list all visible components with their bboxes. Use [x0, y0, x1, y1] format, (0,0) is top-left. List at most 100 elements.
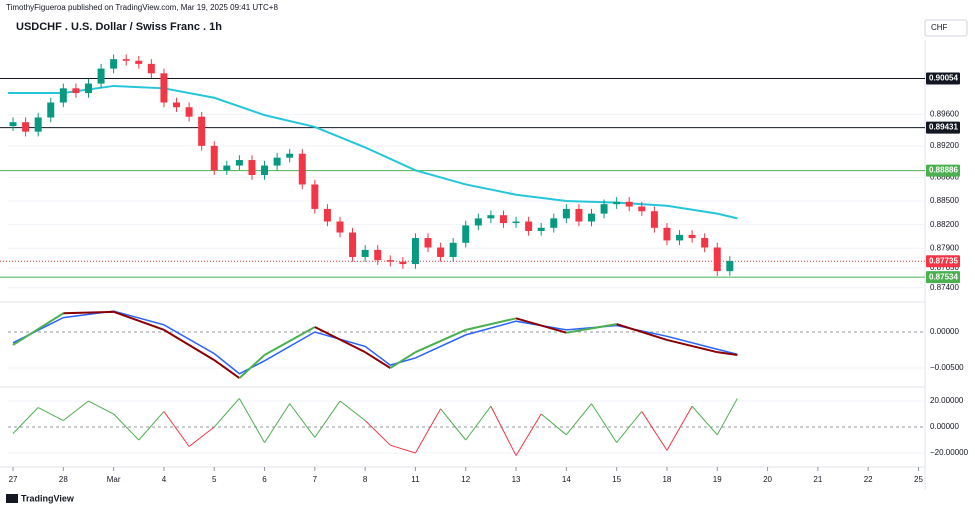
x-tick-label: 20 [763, 475, 772, 484]
level-label: 0.89431 [929, 123, 958, 132]
candle-body [110, 59, 118, 69]
y-tick-label: 0.89600 [930, 109, 959, 118]
candle-body [235, 160, 243, 166]
candle-body [135, 60, 143, 64]
candle-body [97, 68, 105, 84]
candle-body [147, 63, 155, 74]
x-tick-label: 28 [59, 475, 68, 484]
candle-body [424, 238, 432, 248]
level-box [926, 255, 960, 268]
candle-body [676, 234, 684, 241]
x-tick-label: 22 [864, 475, 873, 484]
candle-body [399, 261, 407, 265]
candle-body [562, 208, 570, 219]
level-label: 0.88886 [929, 166, 958, 175]
candle-body [223, 165, 231, 171]
oscillator-line [188, 426, 215, 447]
x-tick-label: 19 [713, 475, 722, 484]
publisher: TimothyFigueroa published on TradingView… [6, 3, 278, 12]
candle-body [160, 73, 168, 103]
x-tick-label: 15 [612, 475, 621, 484]
oscillator-line [415, 408, 442, 454]
candle-body [638, 206, 646, 212]
candle-body [701, 238, 709, 248]
logo: TradingView [21, 493, 75, 503]
candle-body [487, 215, 495, 219]
candle-body [474, 218, 482, 226]
macd-line [465, 317, 517, 331]
candle-body [59, 88, 67, 103]
candle-body [72, 88, 80, 94]
y-tick-label: 0.87400 [930, 283, 959, 292]
macd-line [113, 310, 165, 331]
x-tick-label: 27 [9, 475, 18, 484]
oscillator-line [490, 406, 517, 456]
candle-body [726, 260, 734, 272]
candle-body [9, 122, 17, 127]
candle-body [34, 117, 42, 132]
x-tick-label: 21 [813, 475, 822, 484]
x-tick-label: 4 [162, 475, 167, 484]
x-tick-label: 18 [662, 475, 671, 484]
candle-body [411, 238, 419, 265]
oscillator-line [666, 405, 693, 451]
oscillator-line [515, 413, 542, 456]
y-tick-label: −20.00000 [930, 448, 969, 457]
level-box [926, 72, 960, 85]
oscillator-line [565, 403, 592, 436]
macd-line [364, 351, 391, 369]
candle-body [600, 204, 608, 214]
candle-body [286, 153, 294, 158]
oscillator-line [213, 398, 240, 428]
oscillator-line [63, 400, 89, 421]
oscillator-line [339, 400, 366, 421]
candle-body [713, 247, 721, 272]
macd-line [63, 310, 114, 315]
oscillator-line [641, 411, 668, 451]
x-tick-label: 5 [212, 475, 217, 484]
macd-line [515, 317, 567, 334]
currency: CHF [931, 23, 948, 32]
candle-body [122, 59, 130, 61]
candle-body [22, 122, 30, 132]
macd-line [314, 326, 366, 354]
oscillator-line [113, 413, 140, 441]
candle-body [499, 215, 507, 224]
x-tick-label: 14 [562, 475, 571, 484]
level-label: 0.87534 [929, 272, 958, 281]
y-tick-label: 0.88200 [930, 220, 959, 229]
x-tick-label: 7 [313, 475, 318, 484]
y-tick-label: 0.88800 [930, 172, 959, 181]
macd-line [264, 326, 316, 356]
y-tick-label: 20.00000 [930, 396, 964, 405]
oscillator-line [88, 400, 114, 415]
candle-body [47, 102, 55, 118]
oscillator-line [616, 411, 643, 443]
oscillator-line [289, 403, 316, 438]
candle-body [349, 232, 357, 257]
level-box [926, 121, 960, 134]
oscillator-line [691, 405, 718, 436]
x-tick-label: 13 [512, 475, 521, 484]
candle-body [361, 249, 369, 257]
macd-line [163, 328, 215, 361]
level-label: 0.87735 [929, 256, 958, 265]
y-tick-label: 0.00000 [930, 327, 959, 336]
x-tick-label: 6 [262, 475, 267, 484]
candle-body [525, 221, 533, 231]
macd-line [717, 351, 738, 357]
candle-body [336, 221, 344, 233]
candle-body [323, 208, 331, 222]
candle-body [84, 83, 92, 94]
candle-body [650, 211, 658, 228]
candle-body [298, 153, 306, 185]
candle-body [437, 247, 445, 257]
candle-body [374, 249, 382, 261]
candle-body [462, 225, 470, 243]
oscillator-line [12, 407, 39, 434]
candle-body [537, 227, 545, 231]
oscillator-line [716, 398, 738, 436]
y-tick-label: 0.87650 [930, 263, 959, 272]
